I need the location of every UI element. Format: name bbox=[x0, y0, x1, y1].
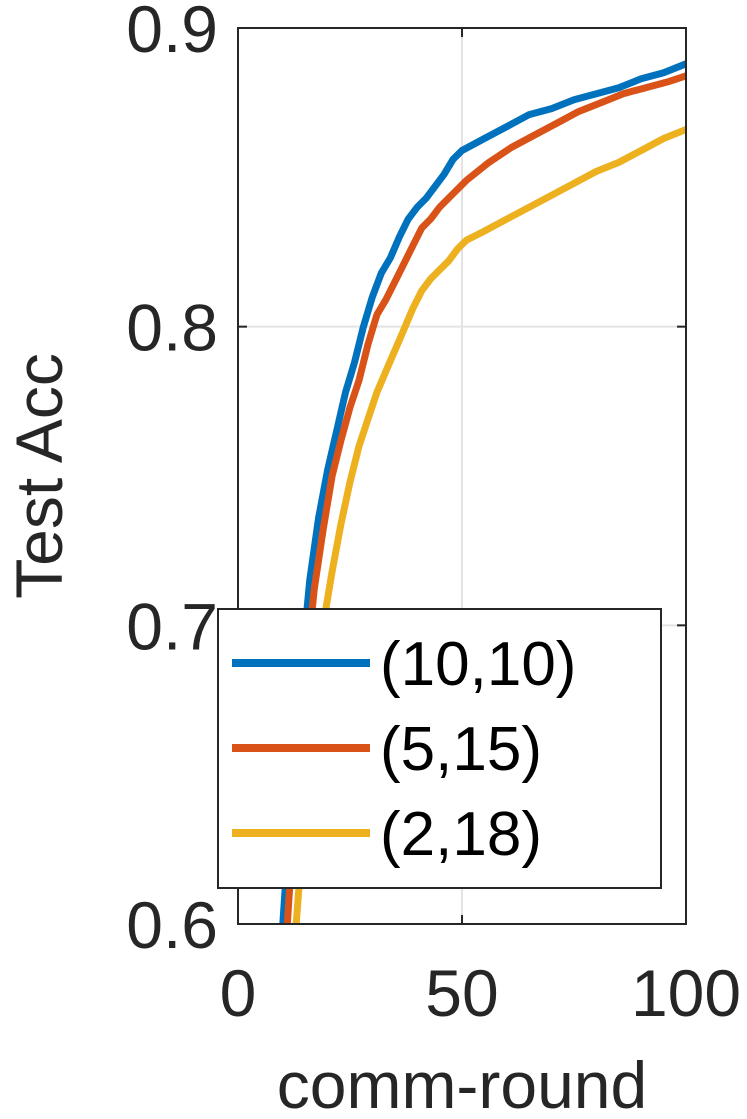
series-line-2 bbox=[292, 126, 686, 924]
series-line-0 bbox=[279, 60, 686, 924]
x-tick-label: 100 bbox=[631, 956, 741, 1030]
series-line-1 bbox=[283, 72, 686, 924]
y-tick-label: 0.6 bbox=[126, 888, 218, 962]
x-tick-label: 50 bbox=[425, 956, 498, 1030]
legend: (10,10) (5,15) (2,18) bbox=[217, 608, 662, 889]
y-axis-label: Test Acc bbox=[2, 353, 76, 599]
x-tick-label: 0 bbox=[220, 956, 257, 1030]
x-axis-label: comm-round bbox=[277, 1048, 647, 1119]
axis-ticks: 0 50 100 0.6 0.7 0.8 0.9 bbox=[126, 0, 741, 1030]
plot-series bbox=[279, 60, 686, 924]
legend-label-0: (10,10) bbox=[380, 630, 576, 699]
legend-label-2: (2,18) bbox=[380, 800, 542, 869]
y-tick-label: 0.9 bbox=[126, 0, 218, 66]
y-tick-label: 0.7 bbox=[126, 589, 218, 663]
legend-label-1: (5,15) bbox=[380, 715, 542, 784]
y-tick-label: 0.8 bbox=[126, 291, 218, 365]
